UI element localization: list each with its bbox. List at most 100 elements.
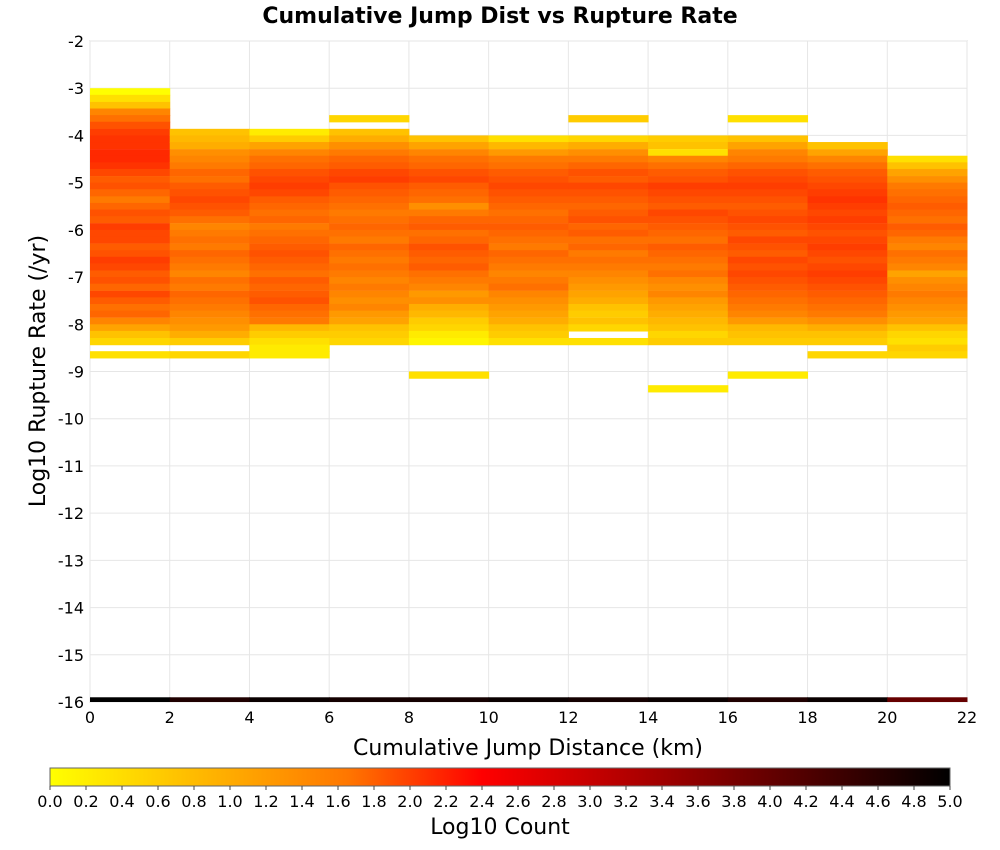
heatmap-cell bbox=[648, 243, 729, 251]
heatmap-cell bbox=[169, 250, 250, 258]
heatmap-cell bbox=[568, 337, 649, 346]
colorbar-label: Log10 Count bbox=[430, 815, 570, 840]
heatmap-cell bbox=[807, 697, 888, 702]
heatmap-cell bbox=[568, 196, 649, 204]
heatmap-cell bbox=[249, 344, 330, 352]
heatmap-cell bbox=[727, 297, 809, 305]
heatmap-cell bbox=[807, 270, 888, 278]
heatmap-cell bbox=[169, 337, 250, 346]
heatmap-cell bbox=[727, 149, 809, 157]
y-axis-label: Log10 Rupture Rate (/yr) bbox=[26, 235, 51, 507]
heatmap-cell bbox=[408, 290, 490, 299]
heatmap-cell bbox=[488, 697, 569, 702]
heatmap-cell bbox=[90, 297, 171, 305]
heatmap-cell bbox=[169, 236, 250, 244]
heatmap-cell bbox=[329, 223, 410, 231]
heatmap-cell bbox=[887, 155, 968, 163]
heatmap-cell bbox=[408, 697, 490, 702]
heatmap-cell bbox=[887, 216, 968, 224]
heatmap-cell bbox=[488, 162, 569, 170]
heatmap-cell bbox=[169, 290, 250, 299]
colorbar-tick-label: 1.8 bbox=[361, 792, 386, 811]
heatmap-cell bbox=[488, 182, 569, 190]
heatmap-cell bbox=[727, 229, 809, 238]
heatmap-cell bbox=[727, 330, 809, 339]
heatmap-cell bbox=[648, 229, 729, 238]
x-tick-label: 0 bbox=[85, 708, 95, 727]
heatmap-cell bbox=[568, 202, 649, 211]
heatmap-cell bbox=[249, 697, 330, 702]
heatmap-cell bbox=[408, 176, 490, 184]
colorbar-tick-label: 3.2 bbox=[613, 792, 638, 811]
heatmap-cell bbox=[169, 202, 250, 211]
heatmap-cell bbox=[90, 216, 171, 224]
heatmap-cell bbox=[90, 236, 171, 244]
colorbar-tick-label: 0.2 bbox=[73, 792, 98, 811]
heatmap-cell bbox=[408, 310, 490, 318]
heatmap-cell bbox=[488, 209, 569, 217]
heatmap-cell bbox=[807, 142, 888, 150]
heatmap-cell bbox=[488, 297, 569, 305]
heatmap-cell bbox=[488, 317, 569, 325]
x-tick-label: 20 bbox=[877, 708, 897, 727]
heatmap-cell bbox=[90, 162, 171, 170]
x-tick-label: 10 bbox=[478, 708, 498, 727]
heatmap-cell bbox=[488, 324, 569, 332]
heatmap-cell bbox=[90, 303, 171, 312]
heatmap-cell bbox=[90, 317, 171, 325]
heatmap-cell bbox=[249, 196, 330, 204]
heatmap-cell bbox=[90, 182, 171, 190]
heatmap-cell bbox=[329, 115, 410, 123]
heatmap-cell bbox=[727, 270, 809, 278]
heatmap-cell bbox=[249, 229, 330, 238]
heatmap-cell bbox=[169, 263, 250, 271]
colorbar bbox=[49, 767, 951, 787]
heatmap-cell bbox=[807, 189, 888, 197]
heatmap-cell bbox=[90, 149, 171, 157]
heatmap-cell bbox=[329, 182, 410, 190]
y-tick-label: -13 bbox=[58, 551, 84, 570]
heatmap-cell bbox=[727, 290, 809, 299]
heatmap-cell bbox=[887, 229, 968, 238]
heatmap-cell bbox=[169, 209, 250, 217]
chart-title: Cumulative Jump Dist vs Rupture Rate bbox=[262, 4, 737, 29]
heatmap-cell bbox=[568, 277, 649, 285]
heatmap-cell bbox=[488, 277, 569, 285]
heatmap-cell bbox=[727, 303, 809, 312]
heatmap-cell bbox=[807, 216, 888, 224]
heatmap-cell bbox=[90, 243, 171, 251]
heatmap-cell bbox=[249, 243, 330, 251]
heatmap-cell bbox=[169, 128, 250, 137]
heatmap-cell bbox=[90, 277, 171, 285]
heatmap-cell bbox=[807, 196, 888, 204]
heatmap-cell bbox=[887, 243, 968, 251]
heatmap-cell bbox=[249, 337, 330, 346]
heatmap-cell bbox=[408, 250, 490, 258]
heatmap-cell bbox=[488, 155, 569, 163]
heatmap-cell bbox=[169, 162, 250, 170]
x-axis-ticks: 0 2 4 6 8 10 12 14 16 18 20 22 bbox=[85, 708, 977, 727]
heatmap-cell bbox=[568, 155, 649, 163]
heatmap-cell bbox=[329, 162, 410, 170]
heatmap-cell bbox=[648, 236, 729, 244]
heatmap-cell bbox=[408, 263, 490, 271]
heatmap-cells bbox=[90, 88, 968, 702]
heatmap-cell bbox=[488, 303, 569, 312]
heatmap-cell bbox=[807, 317, 888, 325]
heatmap-cell bbox=[329, 189, 410, 197]
heatmap-cell bbox=[887, 351, 968, 359]
heatmap-cell bbox=[249, 149, 330, 157]
heatmap-cell bbox=[568, 303, 649, 312]
heatmap-cell bbox=[488, 229, 569, 238]
heatmap-cell bbox=[887, 202, 968, 211]
heatmap-cell bbox=[488, 290, 569, 299]
x-tick-label: 18 bbox=[797, 708, 817, 727]
x-axis-label: Cumulative Jump Distance (km) bbox=[353, 736, 703, 761]
heatmap-cell bbox=[727, 697, 809, 702]
heatmap-cell bbox=[408, 149, 490, 157]
heatmap-cell bbox=[90, 155, 171, 163]
heatmap-cell bbox=[408, 270, 490, 278]
heatmap-cell bbox=[90, 88, 171, 96]
heatmap-cell bbox=[249, 182, 330, 190]
colorbar-tick-label: 2.6 bbox=[505, 792, 530, 811]
